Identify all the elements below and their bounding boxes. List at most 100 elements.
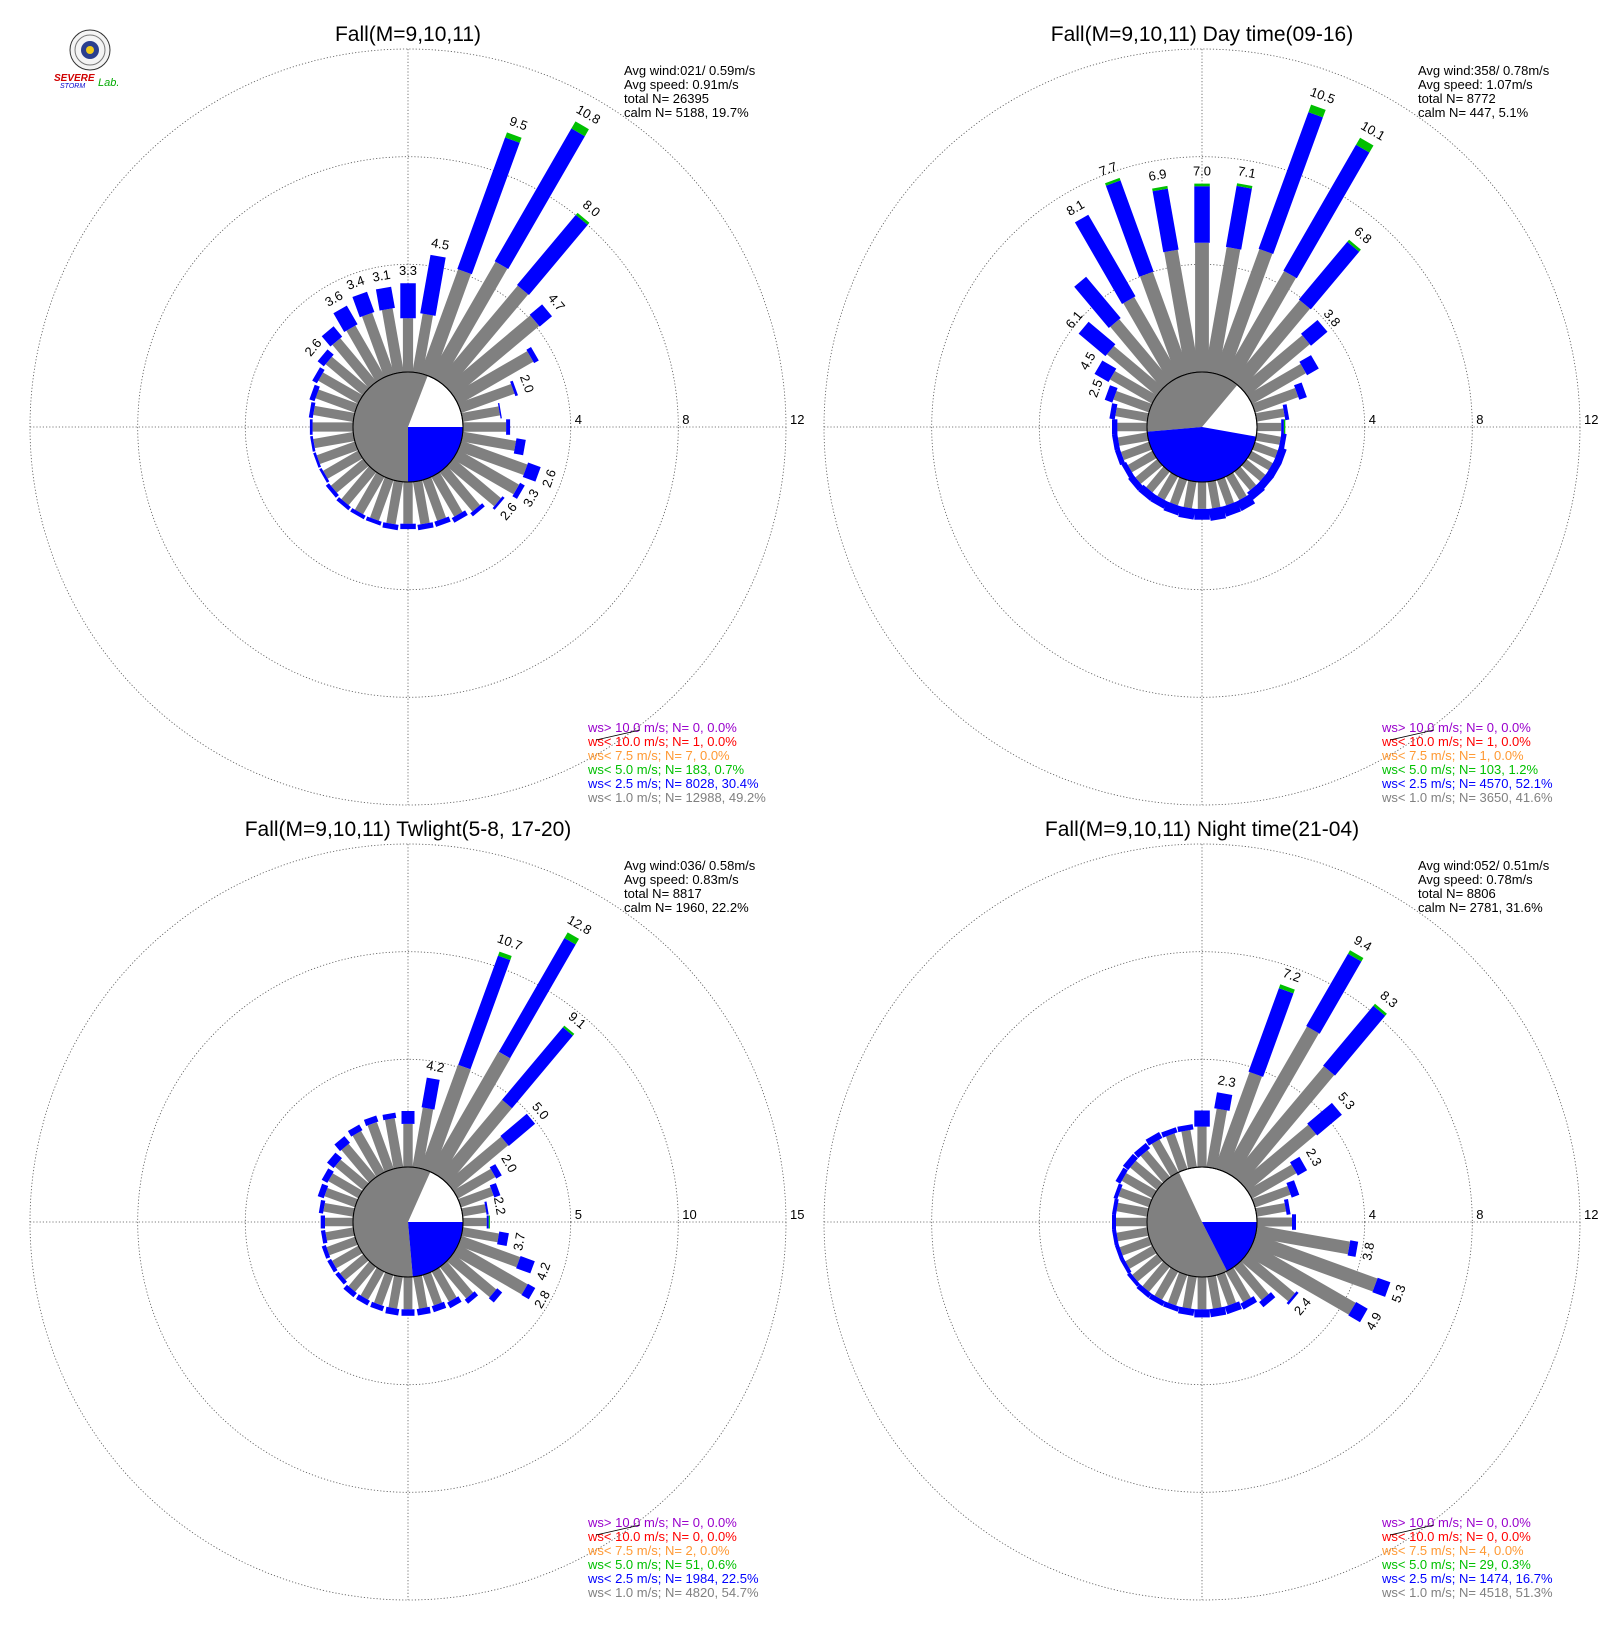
bar-blue-dir280 [308, 402, 316, 419]
bar-gray-dir20 [1214, 249, 1273, 378]
bar-green-dir30 [1348, 950, 1364, 962]
bar-blue-dir130 [1286, 1291, 1299, 1305]
bar-value-label: 2.0 [517, 373, 537, 395]
bar-blue-dir90 [1292, 1214, 1296, 1230]
bar-value-label: 2.5 [1085, 377, 1105, 399]
range-ring [931, 951, 1473, 1493]
bar-blue-dir40 [1298, 241, 1360, 310]
bar-gray-dir160 [1216, 1272, 1236, 1306]
bar-gray-dir130 [446, 1253, 497, 1298]
bar-gray-dir40 [1232, 300, 1310, 390]
bar-gray-dir50 [446, 1136, 509, 1191]
bar-gray-dir190 [388, 1275, 403, 1309]
range-ring [29, 843, 787, 1601]
stat-line: calm N= 2781, 31.6% [1418, 900, 1543, 915]
legend-entry: ws> 10.0 m/s; N= 0, 0.0% [1381, 720, 1531, 735]
legend-strike [595, 1524, 641, 1536]
bar-blue-dir270 [309, 419, 313, 435]
bar-blue-dir160 [431, 1301, 447, 1313]
bar-value-label: 6.8 [1351, 224, 1374, 247]
bar-gray-dir290 [1113, 391, 1152, 413]
bar-gray-dir240 [1125, 1245, 1157, 1269]
legend-entry: ws< 1.0 m/s; N= 3650, 41.6% [1381, 790, 1553, 805]
bar-gray-dir80 [461, 406, 501, 422]
bar-gray-dir250 [1121, 441, 1152, 460]
legend-entry: ws< 2.5 m/s; N= 8028, 30.4% [587, 776, 759, 791]
bar-gray-dir60 [1247, 1164, 1297, 1199]
bar-gray-dir30 [1223, 271, 1296, 383]
range-ring-label: 12 [790, 412, 804, 427]
legend-entry: ws< 10.0 m/s; N= 0, 0.0% [587, 1529, 737, 1544]
bar-gray-dir200 [374, 1272, 394, 1306]
bar-blue-dir50 [529, 304, 552, 327]
bar-gray-dir260 [1116, 1227, 1149, 1242]
bar-green-dir40 [1347, 239, 1361, 252]
bar-value-label: 2.4 [1291, 1295, 1314, 1318]
legend-entry: ws< 2.5 m/s; N= 1474, 16.7% [1381, 1571, 1553, 1586]
bar-gray-dir0 [402, 318, 414, 372]
bar-blue-dir10 [1214, 1092, 1233, 1111]
bar-gray-dir80 [1255, 1203, 1287, 1217]
bar-value-label: 4.5 [1077, 349, 1099, 372]
bar-value-label: 10.5 [1308, 84, 1337, 107]
bar-gray-dir170 [1207, 480, 1221, 509]
bar-green-dir40 [575, 212, 590, 225]
bar-blue-dir20 [457, 137, 520, 275]
calm-pie-gray [352, 372, 428, 483]
bar-blue-dir190 [385, 1306, 400, 1316]
legend-entry: ws< 7.5 m/s; N= 2, 0.0% [587, 1543, 730, 1558]
bar-blue-dir190 [1178, 506, 1196, 520]
bar-gray-dir70 [1252, 1186, 1291, 1208]
bar-gray-dir260 [313, 432, 355, 449]
bar-blue-dir0 [400, 283, 416, 319]
bar-value-label: 2.8 [531, 1288, 553, 1311]
bar-blue-dir350 [382, 1112, 397, 1121]
bar-blue-dir170 [1209, 1306, 1227, 1318]
bar-value-label: 4.2 [533, 1260, 553, 1282]
bar-gray-dir350 [381, 308, 404, 374]
bar-blue-dir70 [1286, 1180, 1300, 1198]
bar-gray-dir130 [1240, 1253, 1295, 1302]
bar-blue-dir330 [333, 305, 358, 332]
bar-gray-dir120 [1246, 1243, 1356, 1315]
bar-gray-dir190 [386, 480, 404, 525]
logo-storm-text: STORM [60, 83, 85, 90]
bar-blue-dir170 [417, 522, 434, 531]
range-ring [1038, 1058, 1366, 1386]
bar-gray-dir340 [1140, 271, 1190, 378]
bar-gray-dir330 [346, 325, 385, 382]
stat-line: Avg speed: 0.78m/s [1418, 872, 1533, 887]
bar-gray-dir220 [348, 1261, 376, 1292]
bar-blue-dir150 [1240, 1296, 1258, 1310]
stat-line: Avg wind:358/ 0.78m/s [1418, 63, 1550, 78]
bar-gray-dir280 [313, 405, 355, 422]
bar-gray-dir40 [438, 1099, 512, 1185]
bar-value-label: 9.4 [1351, 932, 1374, 954]
logo-lab-text: Lab. [98, 77, 119, 89]
bar-value-label: 8.3 [1377, 988, 1400, 1011]
bar-green-dir0 [1194, 183, 1210, 187]
bar-gray-dir10 [412, 313, 433, 374]
bar-gray-dir200 [1170, 477, 1188, 506]
stat-line: Avg speed: 0.91m/s [624, 77, 739, 92]
bar-blue-dir260 [1112, 1229, 1119, 1246]
bar-gray-dir120 [1247, 450, 1273, 471]
bar-value-label: 2.6 [539, 467, 559, 489]
bar-blue-dir10 [420, 254, 446, 316]
legend-entry: ws< 1.0 m/s; N= 4820, 54.7% [587, 1585, 759, 1600]
bar-gray-dir0 [1197, 1126, 1207, 1167]
legend-entry: ws< 10.0 m/s; N= 1, 0.0% [1381, 734, 1531, 749]
bar-gray-dir110 [457, 440, 528, 475]
bar-value-label: 3.6 [322, 288, 345, 310]
range-ring [244, 263, 572, 591]
bar-blue-dir190 [382, 522, 399, 531]
logo-severe-text: SEVERE [54, 73, 95, 84]
legend-strike [1389, 1524, 1435, 1536]
bar-gray-dir320 [1110, 319, 1172, 389]
bar-gray-dir220 [1142, 1261, 1170, 1292]
bar-gray-dir100 [1255, 432, 1281, 445]
stat-line: Avg wind:021/ 0.59m/s [624, 63, 756, 78]
range-ring [29, 48, 787, 806]
stat-line: calm N= 5188, 19.7% [624, 105, 749, 120]
